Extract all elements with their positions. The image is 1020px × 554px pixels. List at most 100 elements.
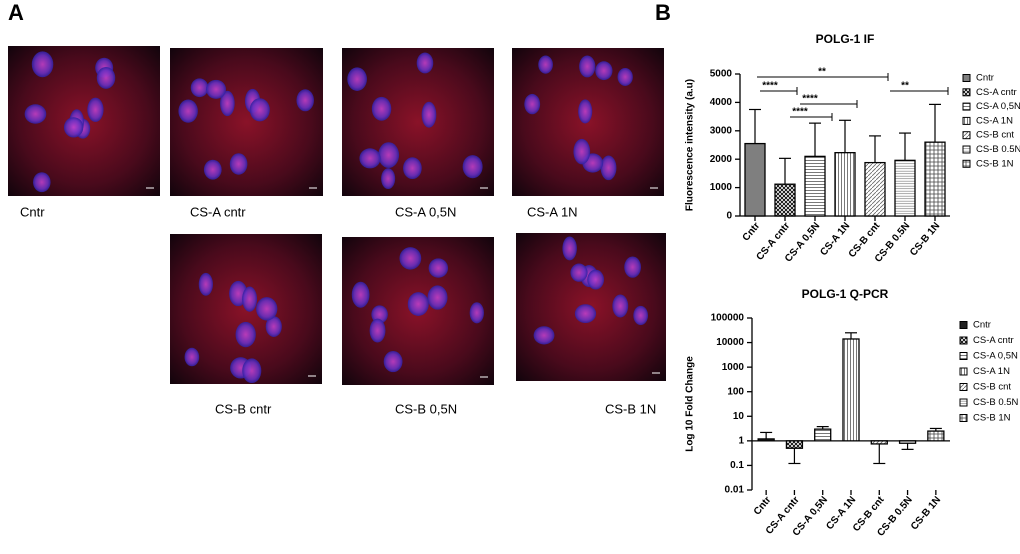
legend-label: CS-B cnt [973, 382, 1011, 393]
y-tick-label: 2000 [710, 154, 733, 165]
significance-label: **** [762, 81, 778, 92]
bar [898, 440, 917, 444]
legend-swatch [962, 131, 971, 140]
chart-title: POLG-1 IF [816, 32, 875, 46]
nucleus [578, 99, 593, 124]
bar [927, 430, 945, 442]
y-tick-label: 1000 [722, 362, 745, 373]
chart-title: POLG-1 Q-PCR [802, 287, 889, 301]
nucleus [624, 256, 641, 278]
nucleus [407, 292, 429, 316]
y-tick-label: 1000 [710, 182, 733, 193]
nucleus [538, 55, 553, 74]
nucleus [371, 305, 388, 324]
legend-label: CS-B 0.5N [973, 397, 1019, 408]
y-axis-label: Fluorescence intensity (a.u) [685, 79, 696, 211]
nucleus [190, 78, 209, 98]
nucleus [206, 79, 227, 99]
nucleus [416, 52, 434, 74]
y-tick-label: 3000 [710, 125, 733, 136]
significance-label: ** [901, 81, 909, 92]
micrograph [516, 233, 666, 381]
nucleus [256, 297, 278, 321]
y-tick-label: 5000 [710, 69, 733, 80]
legend-label: CS-B 1N [976, 158, 1014, 169]
legend-swatch [962, 145, 971, 154]
nucleus [351, 281, 370, 308]
nucleus [612, 294, 629, 318]
nucleus [229, 153, 248, 175]
bar [894, 159, 916, 217]
x-tick-label: Cntr [741, 220, 763, 243]
nucleus [562, 236, 577, 261]
bar [924, 141, 946, 217]
micrograph [8, 46, 160, 196]
nucleus [87, 97, 104, 122]
nucleus [469, 302, 484, 324]
image-caption: CS-B cntr [215, 401, 272, 416]
legend-label: Cntr [973, 320, 991, 331]
nucleus [265, 316, 282, 337]
nucleus [399, 247, 422, 270]
bar [842, 338, 860, 442]
image-caption: Cntr [20, 204, 45, 219]
image-caption: CS-A 1N [527, 204, 578, 219]
nucleus [383, 350, 403, 373]
y-tick-label: 100000 [711, 313, 745, 324]
x-tick-label: CS-B 1N [909, 495, 943, 533]
bar [804, 155, 826, 217]
legend-swatch [962, 116, 971, 125]
legend-swatch [959, 367, 968, 376]
y-tick-label: 10000 [716, 337, 744, 348]
panel-label: A [8, 0, 24, 25]
nucleus [573, 138, 591, 165]
panel-label: B [655, 0, 671, 25]
legend-swatch [959, 336, 968, 345]
legend-swatch [959, 398, 968, 407]
y-tick-label: 0 [726, 211, 732, 222]
legend-label: CS-B 1N [973, 413, 1011, 424]
significance-label: **** [802, 94, 818, 105]
y-tick-label: 0.1 [730, 460, 744, 471]
y-tick-label: 0.01 [725, 485, 745, 496]
image-caption: CS-B 1N [605, 401, 656, 416]
nucleus [462, 155, 483, 179]
bar [774, 183, 796, 217]
nucleus [617, 67, 633, 86]
nucleus [524, 93, 541, 115]
bar [744, 142, 766, 217]
nucleus [220, 90, 235, 117]
nucleus [595, 61, 613, 81]
nucleus [378, 142, 400, 168]
legend-label: CS-B 0.5N [976, 144, 1020, 155]
image-caption: CS-B 0,5N [395, 401, 457, 416]
image-caption: CS-A cntr [190, 204, 246, 219]
micrograph [512, 48, 664, 196]
legend-label: CS-A 1N [976, 115, 1013, 126]
legend-swatch [962, 74, 971, 82]
x-tick-label: Cntr [752, 494, 774, 517]
bar [757, 438, 775, 442]
nucleus [600, 155, 617, 181]
nucleus [203, 159, 222, 180]
nucleus [24, 104, 47, 124]
image-caption: CS-A 0,5N [395, 204, 456, 219]
legend-label: Cntr [976, 73, 994, 84]
legend-label: CS-A 1N [973, 366, 1010, 377]
significance-label: **** [792, 107, 808, 118]
nucleus [403, 157, 422, 180]
y-tick-label: 10 [733, 411, 745, 422]
legend-swatch [962, 102, 971, 111]
micrograph [170, 48, 323, 196]
bar [870, 440, 888, 445]
legend-swatch [959, 383, 968, 391]
legend-label: CS-A 0,5N [973, 351, 1018, 362]
nucleus [421, 101, 437, 128]
nucleus [579, 55, 596, 78]
nucleus [31, 51, 54, 78]
nucleus [633, 305, 649, 326]
nucleus [33, 172, 51, 193]
legend-swatch [959, 321, 968, 329]
nucleus [381, 168, 396, 190]
significance-label: ** [818, 67, 826, 78]
